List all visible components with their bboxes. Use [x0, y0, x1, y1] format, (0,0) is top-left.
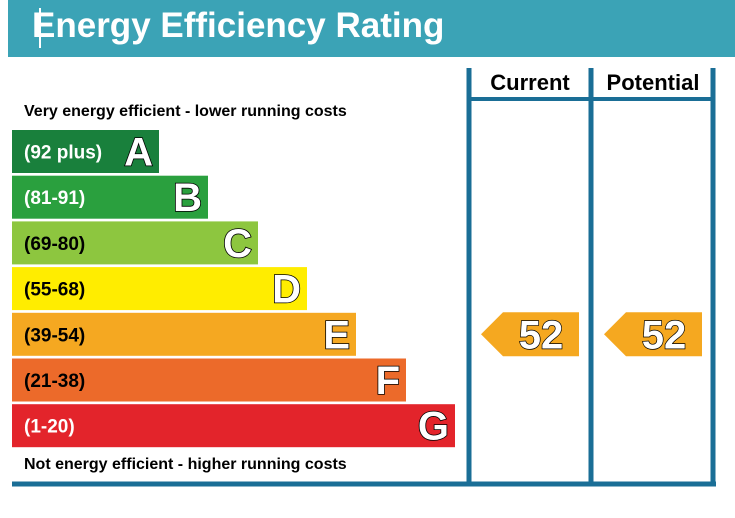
band-letter: B: [173, 176, 202, 220]
band-range-label: (81-91): [24, 188, 85, 209]
band-letter: C: [223, 222, 252, 266]
bottom-note: Not energy efficient - higher running co…: [24, 456, 347, 473]
current-column-header: Current: [490, 70, 570, 95]
chart-title: Energy Efficiency Rating: [32, 6, 445, 45]
rating-arrow: [481, 312, 579, 357]
rating-value: 52: [519, 313, 564, 357]
rating-columns-frame: [12, 68, 716, 487]
band-c: (69-80) C: [12, 221, 258, 267]
band-range-label: (39-54): [24, 325, 85, 346]
band-g: (1-20) G: [12, 404, 455, 450]
band-bar: [12, 175, 208, 219]
band-bar: [12, 404, 455, 448]
band-d: (55-68) D: [12, 267, 307, 312]
band-bar: [12, 130, 159, 173]
rating-arrow: [604, 312, 702, 357]
rating-value: 52: [642, 313, 687, 357]
band-f: (21-38) F: [12, 358, 406, 404]
band-range-label: (69-80): [24, 234, 85, 255]
band-bar: [12, 221, 258, 265]
current-rating-marker: 52: [481, 312, 579, 358]
band-a: (92 plus) A: [12, 130, 159, 175]
band-b: (81-91) B: [12, 175, 208, 221]
band-letter: D: [272, 268, 301, 312]
potential-column-header: Potential: [607, 70, 700, 95]
band-range-label: (1-20): [24, 417, 75, 438]
band-letter: E: [323, 313, 350, 357]
band-e: (39-54) E: [12, 312, 356, 358]
title-cursor-mark: [39, 8, 41, 48]
rating-bands: (92 plus) A(81-91) B(69-80) C(55-68) D(39-54…: [12, 130, 455, 450]
rating-markers: 52 52: [481, 312, 702, 358]
title-bar: Energy Efficiency Rating: [8, 0, 735, 57]
top-note: Very energy efficient - lower running co…: [24, 103, 347, 120]
band-letter: A: [124, 131, 153, 175]
band-bar: [12, 358, 406, 402]
band-range-label: (92 plus): [24, 143, 102, 164]
band-range-label: (55-68): [24, 280, 85, 301]
band-letter: F: [376, 359, 400, 403]
band-letter: G: [418, 405, 449, 449]
band-bar: [12, 312, 356, 356]
potential-rating-marker: 52: [604, 312, 702, 358]
band-range-label: (21-38): [24, 371, 85, 392]
band-bar: [12, 267, 307, 311]
